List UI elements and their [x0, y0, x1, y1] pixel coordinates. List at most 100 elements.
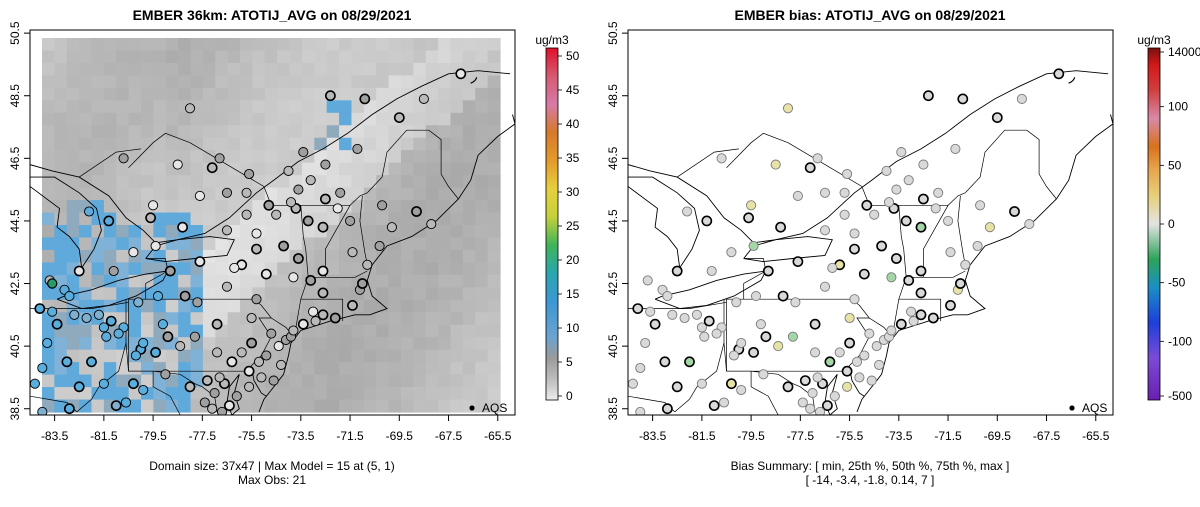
grid-cell	[413, 175, 427, 189]
grid-cell	[450, 399, 464, 413]
panel1-title: EMBER 36km: ATOTIJ_AVG on 08/29/2021	[133, 7, 412, 23]
grid-cell	[54, 212, 68, 226]
grid-cell	[351, 162, 365, 176]
colorbar-concentration: ug/m3 0 5 10 15 20 25 30 35 40 45 50	[535, 33, 579, 403]
grid-cell	[215, 125, 229, 139]
grid-cell	[202, 200, 216, 214]
grid-cell	[413, 287, 427, 301]
grid-cell	[153, 249, 167, 263]
bias-point	[770, 159, 781, 170]
obs-point	[329, 312, 341, 324]
obs-point	[34, 303, 46, 314]
grid-cell	[388, 200, 402, 214]
obs-point	[118, 153, 129, 164]
grid-cell	[301, 187, 315, 201]
grid-cell	[141, 274, 155, 288]
grid-cell	[413, 387, 427, 401]
bias-point	[886, 325, 897, 336]
grid-cell	[388, 62, 402, 76]
grid-cell	[277, 175, 291, 189]
bias-point	[851, 356, 863, 367]
colorbar-tick-label: 50	[1168, 158, 1182, 172]
grid-cell	[438, 137, 452, 151]
y-tick-label: 42.5	[8, 272, 22, 296]
grid-cell	[66, 187, 80, 201]
bias-point	[933, 187, 944, 198]
bias-point	[805, 403, 816, 414]
grid-cell	[91, 162, 105, 176]
colorbar-unit: ug/m3	[535, 33, 569, 47]
grid-cell	[487, 38, 501, 52]
grid-cell	[351, 374, 365, 388]
grid-cell	[400, 237, 414, 251]
grid-cell	[339, 87, 353, 101]
grid-cell	[413, 337, 427, 351]
grid-cell	[116, 187, 130, 201]
grid-cell	[227, 62, 241, 76]
grid-cell	[128, 324, 142, 338]
state-boundary	[305, 192, 368, 206]
grid-cell	[277, 50, 291, 64]
grid-cell	[141, 399, 155, 413]
grid-cell	[339, 62, 353, 76]
obs-point	[98, 378, 109, 389]
grid-cell	[141, 87, 155, 101]
grid-cell	[462, 150, 476, 164]
colorbar-ticks: 14000 100 50 0 -50 -100 -500	[1160, 45, 1200, 403]
grid-cell	[400, 262, 414, 276]
grid-cell	[326, 349, 340, 363]
bias-point	[691, 309, 702, 320]
grid-cell	[165, 62, 179, 76]
bias-point	[758, 369, 769, 380]
coastline	[30, 70, 511, 244]
grid-cell	[91, 125, 105, 139]
grid-cell	[351, 237, 365, 251]
grid-cell	[351, 362, 365, 376]
grid-cell	[54, 87, 68, 101]
grid-cell	[54, 262, 68, 276]
grid-cell	[128, 87, 142, 101]
bias-point	[736, 384, 747, 396]
grid-cell	[153, 337, 167, 351]
grid-cell	[339, 225, 353, 239]
grid-cell	[450, 38, 464, 52]
grid-cell	[165, 299, 179, 313]
grid-cell	[42, 374, 55, 388]
bias-point	[662, 291, 673, 302]
bias-point	[874, 359, 885, 370]
grid-cell	[153, 50, 167, 64]
grid-cell	[438, 225, 452, 239]
grid-cell	[190, 237, 204, 251]
grid-cell	[450, 50, 464, 64]
grid-cell	[103, 237, 117, 251]
grid-cell	[277, 349, 291, 363]
x-tick-label: -77.5	[189, 429, 217, 443]
grid-cell	[42, 287, 55, 301]
grid-cell	[215, 362, 229, 376]
bias-point	[667, 309, 678, 320]
grid-cell	[475, 112, 489, 126]
coastline	[743, 236, 833, 263]
bias-point	[1024, 219, 1035, 230]
grid-cell	[388, 374, 402, 388]
grid-cell	[54, 125, 68, 139]
grid-cell	[128, 312, 142, 326]
bias-point	[671, 381, 683, 393]
bias-point	[746, 200, 757, 211]
grid-cell	[475, 125, 489, 139]
grid-cell	[153, 299, 167, 313]
x-tick-label: -67.5	[1033, 429, 1061, 443]
grid-cell	[475, 87, 489, 101]
grid-cell	[339, 399, 353, 413]
grid-cell	[227, 212, 241, 226]
bias-point	[701, 215, 713, 227]
grid-cell	[425, 249, 439, 263]
grid-cell	[141, 299, 155, 313]
grid-cell	[227, 312, 241, 326]
grid-cell	[339, 162, 353, 176]
grid-cell	[79, 100, 93, 114]
obs-point	[271, 209, 282, 220]
grid-cell	[388, 162, 402, 176]
grid-cell	[462, 187, 476, 201]
obs-point	[184, 103, 196, 114]
